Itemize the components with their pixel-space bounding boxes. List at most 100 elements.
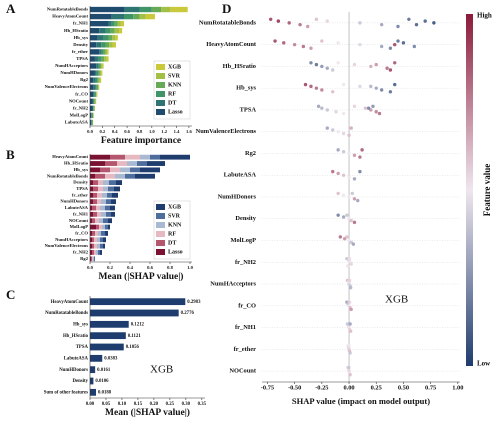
bar-segment xyxy=(101,42,106,48)
x-tick-label: 0.10 xyxy=(118,402,127,407)
colorbar-label: Feature value xyxy=(482,164,492,217)
y-tick-label: Density xyxy=(235,215,256,222)
shap-point xyxy=(347,195,351,199)
bar-segment xyxy=(119,28,123,34)
shap-point xyxy=(292,42,297,47)
shap-point xyxy=(352,62,357,67)
shap-point xyxy=(345,235,349,239)
panel-label: A xyxy=(6,1,16,16)
shap-point xyxy=(348,329,353,333)
bar-segment xyxy=(92,112,94,119)
y-tick-label: NOCount xyxy=(69,218,89,223)
legend-label: SVR xyxy=(168,214,181,220)
bar-segment xyxy=(99,28,106,34)
shap-point xyxy=(287,21,291,25)
colorbar-low: Low xyxy=(477,360,491,368)
bar-segment xyxy=(99,77,102,83)
bar-segment xyxy=(99,70,102,76)
shap-point xyxy=(301,44,306,49)
shap-point xyxy=(396,39,400,43)
bar-segment xyxy=(95,84,97,90)
bar-segment xyxy=(92,250,94,255)
bar-segment xyxy=(90,56,95,62)
bar-segment xyxy=(111,211,115,217)
shap-point xyxy=(314,17,319,21)
shap-point xyxy=(374,62,378,67)
bar-segment xyxy=(90,91,94,97)
bar-segment xyxy=(127,161,137,166)
value-label: 0.0161 xyxy=(97,368,111,373)
bar-segment xyxy=(108,224,110,230)
bar-segment xyxy=(91,119,92,126)
bar-segment xyxy=(90,167,100,173)
y-tick-label: LabuteASA xyxy=(224,172,257,179)
bar-segment xyxy=(98,84,99,90)
y-tick-label: MolLogP xyxy=(70,224,89,229)
y-tick-label: fr_ether xyxy=(72,192,88,197)
bar-segment xyxy=(90,154,110,160)
x-tick-label: -0.75 xyxy=(261,384,274,391)
bar-segment xyxy=(99,63,102,69)
x-tick-label: 0.20 xyxy=(150,402,159,407)
legend-swatch xyxy=(156,109,165,115)
bar-segment xyxy=(114,28,120,34)
bar-segment xyxy=(120,20,124,27)
x-tick-label: 0.4 xyxy=(112,129,118,134)
shap-point xyxy=(348,351,352,355)
bar-segment xyxy=(93,98,95,104)
y-tick-label: NumValenceElectrons xyxy=(196,128,257,135)
shap-point xyxy=(347,256,352,261)
bar-segment xyxy=(92,205,96,211)
bar-segment xyxy=(101,230,105,236)
shap-point xyxy=(351,242,356,246)
x-tick-label: 0.25 xyxy=(371,384,382,391)
shap-point xyxy=(341,111,346,116)
y-tick-label: HeavyAtomCount xyxy=(206,41,257,48)
bar-segment xyxy=(124,6,140,13)
legend-label: SVR xyxy=(168,74,181,80)
bar-segment xyxy=(139,6,152,13)
bar-segment xyxy=(96,91,98,97)
y-tick-label: HeavyAtomCount xyxy=(51,300,89,305)
x-tick-label: 0.6 xyxy=(124,129,130,134)
bar-segment xyxy=(90,77,94,83)
legend-swatch xyxy=(156,213,165,219)
bar-segment xyxy=(98,84,100,90)
bar-segment xyxy=(99,49,102,55)
value-label: 0.0106 xyxy=(95,379,109,384)
x-tick-label: 0.0 xyxy=(87,129,93,134)
bar xyxy=(90,298,186,306)
y-tick-label: TPSA xyxy=(76,345,89,350)
shap-point xyxy=(349,307,353,312)
bar-segment xyxy=(103,218,108,224)
shap-point xyxy=(338,235,343,239)
shap-point xyxy=(347,278,352,283)
shap-point xyxy=(347,151,351,156)
y-tick-label: fr_CO xyxy=(75,230,88,235)
bar-segment xyxy=(102,63,104,69)
bar-segment xyxy=(91,112,93,119)
bar-segment xyxy=(100,243,103,249)
shap-point xyxy=(347,300,352,304)
x-tick-label: 1.0 xyxy=(149,129,155,134)
shap-point xyxy=(309,46,313,50)
bar-segment xyxy=(106,56,109,62)
bar-segment xyxy=(101,56,105,62)
bar-segment xyxy=(125,173,135,179)
legend-label: DT xyxy=(168,241,176,247)
x-tick-label: -0.50 xyxy=(288,384,301,391)
x-tick-label: 1.0 xyxy=(187,265,193,270)
bar-segment xyxy=(94,70,97,76)
bar-segment xyxy=(103,243,105,249)
shap-point xyxy=(432,21,436,25)
legend-swatch xyxy=(156,64,165,70)
shap-point xyxy=(347,175,351,179)
bar-segment xyxy=(102,192,107,198)
shap-point xyxy=(369,64,373,69)
bar-segment xyxy=(90,256,91,262)
bar-segment xyxy=(98,77,100,83)
bar-segment xyxy=(93,180,98,186)
bar-segment xyxy=(105,224,108,230)
bar-segment xyxy=(92,230,95,236)
